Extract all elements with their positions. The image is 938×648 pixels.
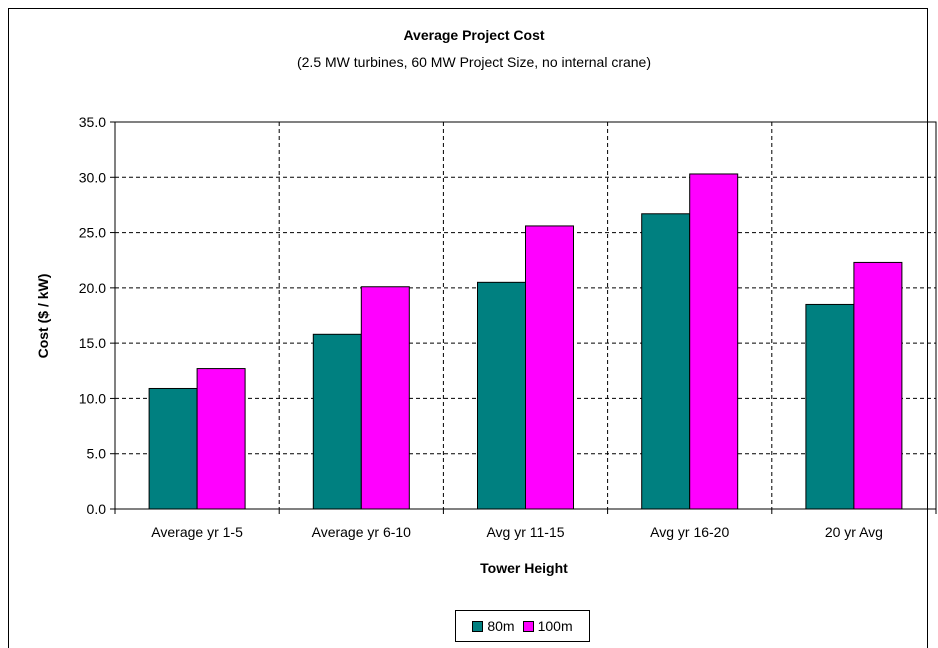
y-tick-label: 35.0	[79, 114, 106, 130]
legend-swatch-80m	[472, 620, 484, 632]
bar-80m	[477, 281, 526, 510]
bar-100m	[196, 368, 246, 510]
y-axis-ticks: 0.0 5.0 10.0 15.0 20.0 25.0 30.0 35.0	[79, 114, 115, 517]
gridlines	[115, 122, 936, 509]
y-tick-label: 20.0	[79, 280, 106, 296]
legend-swatch-100m	[522, 620, 534, 632]
legend: 80m 100m	[455, 610, 590, 642]
y-tick-label: 0.0	[87, 501, 107, 517]
y-tick-label: 25.0	[79, 225, 106, 241]
x-tick-label: Avg yr 16-20	[650, 524, 729, 540]
bar-80m	[805, 303, 855, 510]
y-tick-label: 5.0	[87, 446, 107, 462]
legend-item-100m: 100m	[522, 618, 573, 634]
x-tick-label: 20 yr Avg	[825, 524, 883, 540]
bar-100m	[360, 286, 410, 510]
x-tick-label: Average yr 6-10	[312, 524, 412, 540]
bar-100m	[525, 225, 574, 510]
x-tick-label: Average yr 1-5	[151, 524, 243, 540]
bar-100m	[853, 261, 903, 510]
y-tick-label: 10.0	[79, 390, 106, 406]
x-axis-title: Tower Height	[480, 560, 568, 576]
legend-label-80m: 80m	[487, 618, 515, 634]
x-axis-ticks: Average yr 1-5 Average yr 6-10 Avg yr 11-1…	[114, 509, 937, 540]
chart-frame	[8, 8, 928, 648]
legend-item-80m: 80m	[472, 618, 515, 634]
bars	[148, 173, 903, 510]
y-axis-title: Cost ($ / kW)	[35, 274, 51, 359]
plot-area-border	[114, 121, 937, 510]
bar-80m	[641, 213, 691, 510]
y-tick-label: 30.0	[79, 169, 106, 185]
bar-80m	[312, 333, 362, 510]
bar-100m	[689, 173, 739, 510]
x-tick-label: Avg yr 11-15	[486, 524, 564, 540]
y-tick-label: 15.0	[79, 335, 106, 351]
legend-label-100m: 100m	[537, 618, 573, 634]
chart-subtitle: (2.5 MW turbines, 60 MW Project Size, no…	[297, 54, 651, 70]
chart-title: Average Project Cost	[403, 27, 544, 43]
bar-80m	[148, 387, 198, 510]
